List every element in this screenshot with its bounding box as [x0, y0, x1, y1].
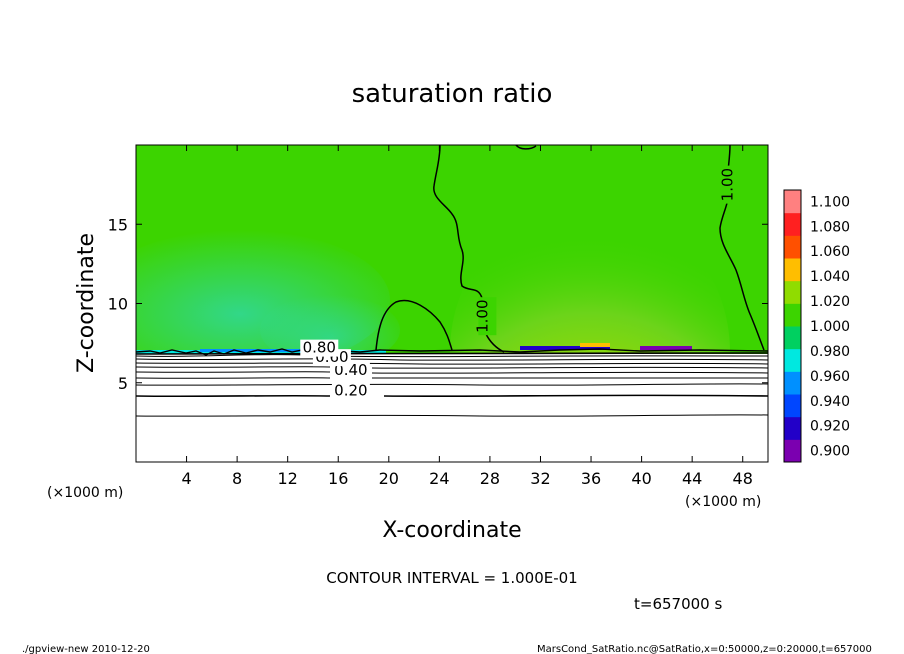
- field-strip-violet: [640, 346, 692, 350]
- contour-label: 1.00: [719, 168, 737, 201]
- colorbar-label: 0.920: [810, 419, 850, 435]
- x-tick-label: 44: [682, 469, 702, 488]
- colorbar-label: 1.000: [810, 319, 850, 335]
- colorbar-label: 0.980: [810, 344, 850, 360]
- field-lower-layer: [136, 354, 768, 462]
- y-axis-label: Z-coordinate: [74, 233, 99, 373]
- colorbar-label: 1.060: [810, 244, 850, 260]
- condensation-contour: [136, 348, 768, 356]
- y-axis: 5 10 15: [108, 215, 768, 393]
- contour-line: [136, 414, 768, 417]
- footer-left: ./gpview-new 2010-12-20: [22, 644, 150, 654]
- colorbar: 0.900 0.920 0.940 0.960 0.980 1.000 1.020 1.040…: [783, 189, 850, 463]
- x-tick-label: 4: [181, 469, 191, 488]
- time-text: t=657000 s: [634, 595, 722, 613]
- chart-title: saturation ratio: [352, 79, 553, 109]
- x-tick-label: 36: [581, 469, 601, 488]
- field-cool-region-2: [260, 295, 400, 365]
- lower-contours: [136, 352, 768, 417]
- contour-label-bg: [300, 339, 339, 357]
- colorbar-swatch: [784, 280, 801, 304]
- colorbar-swatch: [784, 371, 801, 395]
- contour-1-top: [515, 145, 537, 150]
- colorbar-frame: [783, 189, 802, 463]
- x-tick-label: 20: [379, 469, 399, 488]
- field-strip-orange: [580, 343, 610, 347]
- contour-line: [136, 366, 768, 369]
- x-unit-right: (×1000 m): [685, 494, 761, 510]
- contour-label: 0.20: [334, 381, 367, 399]
- contour-label-bg: [478, 297, 497, 336]
- x-tick-label: 16: [328, 469, 348, 488]
- colorbar-swatch: [784, 439, 801, 463]
- x-axis-label: X-coordinate: [382, 518, 521, 543]
- x-tick-label: 28: [480, 469, 500, 488]
- colorbar-swatch: [784, 416, 801, 440]
- contour-line: [136, 377, 768, 379]
- contour-labels: 0.200.400.600.801.001.00: [300, 165, 742, 400]
- x-tick-label: 32: [530, 469, 550, 488]
- colorbar-swatch: [784, 258, 801, 282]
- plot-area: [136, 145, 768, 462]
- colorbar-swatch: [784, 235, 801, 259]
- contour-line: [136, 354, 768, 358]
- colorbar-swatch: [784, 303, 801, 327]
- contour-line: [136, 358, 768, 361]
- colorbar-swatch: [784, 326, 801, 350]
- contour-interval-text: CONTOUR INTERVAL = 1.000E-01: [326, 569, 577, 587]
- colorbar-label: 1.020: [810, 294, 850, 310]
- x-unit-left: (×1000 m): [47, 485, 123, 501]
- colorbar-swatch: [784, 190, 801, 214]
- contour-line: [136, 371, 768, 374]
- contour-label-bg: [331, 382, 370, 400]
- contour-label: 0.80: [303, 339, 336, 357]
- colorbar-label: 1.080: [810, 219, 850, 235]
- contour-line: [136, 394, 768, 398]
- x-axis: 4 8 12 16 20 24 28 32 36 40 44 48: [181, 145, 753, 488]
- colorbar-swatch: [784, 348, 801, 372]
- contour-line: [136, 352, 768, 355]
- contour-label: 1.00: [473, 299, 491, 332]
- x-tick-label: 12: [278, 469, 298, 488]
- colorbar-label: 1.040: [810, 269, 850, 285]
- colorbar-swatch: [784, 212, 801, 236]
- colorbar-label: 0.960: [810, 369, 850, 385]
- colorbar-label: 1.100: [810, 194, 850, 210]
- colorbar-swatch: [784, 394, 801, 418]
- field-strip-dark: [520, 346, 610, 350]
- y-tick-label: 5: [118, 374, 128, 393]
- contour-1-bubble: [375, 299, 453, 351]
- x-tick-label: 8: [232, 469, 242, 488]
- contour-line: [136, 362, 768, 365]
- footer-right: MarsCond_SatRatio.nc@SatRatio,x=0:50000,…: [537, 644, 872, 654]
- x-tick-label: 48: [733, 469, 753, 488]
- y-tick-label: 10: [108, 295, 128, 314]
- x-tick-label: 24: [429, 469, 449, 488]
- y-tick-label: 15: [108, 215, 128, 234]
- colorbar-label: 0.900: [810, 444, 850, 460]
- contour-label-bg: [723, 165, 742, 204]
- contour-line: [136, 383, 768, 386]
- x-tick-label: 40: [631, 469, 651, 488]
- colorbar-label: 0.940: [810, 394, 850, 410]
